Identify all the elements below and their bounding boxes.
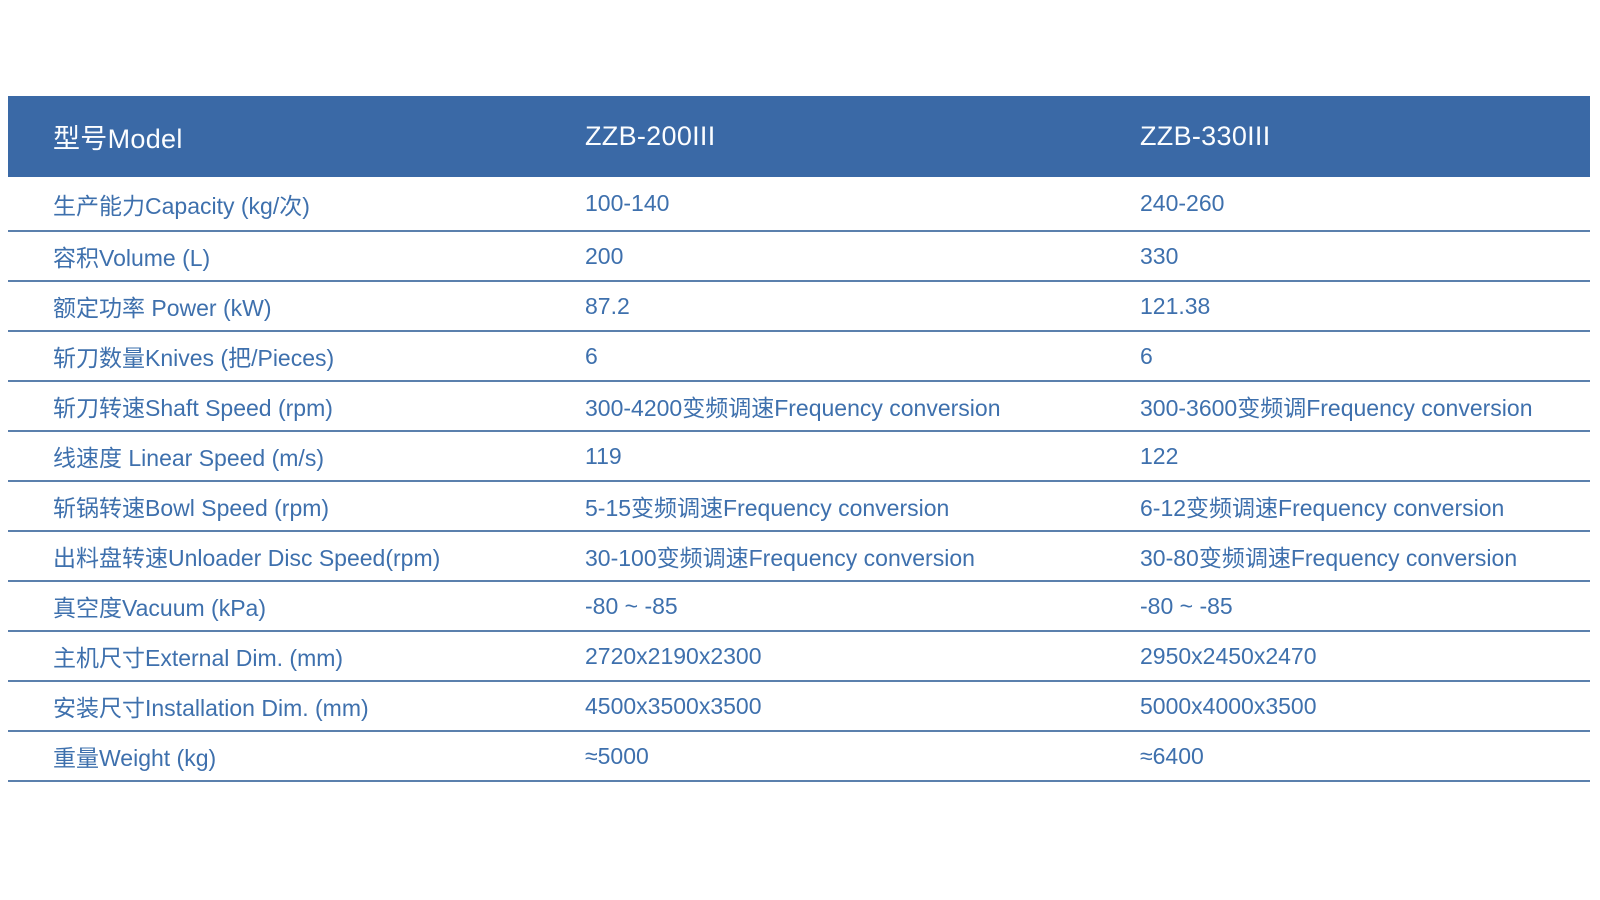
table-row-power: 额定功率 Power (kW) 87.2 121.38: [8, 280, 1590, 330]
row-label: 线速度 Linear Speed (m/s): [53, 445, 324, 471]
table-row-shaft-speed: 斩刀转速Shaft Speed (rpm) 300-4200变频调速Freque…: [8, 380, 1590, 430]
header-model-a: ZZB-200III: [585, 121, 716, 151]
row-label: 容积Volume (L): [53, 245, 211, 271]
row-value-b: 300-3600变频调Frequency conversion: [1140, 395, 1533, 421]
row-label: 斩刀转速Shaft Speed (rpm): [53, 395, 333, 421]
table-header-row: 型号Model ZZB-200III ZZB-330III: [8, 96, 1590, 177]
row-value-a: -80 ~ -85: [585, 592, 678, 619]
row-value-a: 200: [585, 242, 624, 269]
table-row-installation-dim: 安装尺寸Installation Dim. (mm) 4500x3500x350…: [8, 680, 1590, 730]
row-value-b: 330: [1140, 242, 1179, 269]
row-value-a: 5-15变频调速Frequency conversion: [585, 495, 950, 521]
row-value-b: 6: [1140, 342, 1153, 369]
row-value-a: 6: [585, 342, 598, 369]
table-row-volume: 容积Volume (L) 200 330: [8, 230, 1590, 280]
row-value-a: 4500x3500x3500: [585, 692, 762, 719]
row-value-a: 119: [585, 442, 622, 469]
table-row-external-dim: 主机尺寸External Dim. (mm) 2720x2190x2300 29…: [8, 630, 1590, 680]
table-row-knives: 斩刀数量Knives (把/Pieces) 6 6: [8, 330, 1590, 380]
row-value-a: 100-140: [585, 190, 670, 216]
row-label: 生产能力Capacity (kg/次): [53, 192, 310, 219]
table-row-weight: 重量Weight (kg) ≈5000 ≈6400: [8, 730, 1590, 780]
spec-table: 型号Model ZZB-200III ZZB-330III 生产能力Capaci…: [8, 96, 1590, 782]
row-value-a: 30-100变频调速Frequency conversion: [585, 545, 975, 571]
row-label: 出料盘转速Unloader Disc Speed(rpm): [53, 545, 441, 571]
row-value-b: 30-80变频调速Frequency conversion: [1140, 545, 1518, 571]
row-value-a: ≈5000: [585, 742, 649, 769]
row-value-b: 2950x2450x2470: [1140, 642, 1317, 669]
row-value-b: ≈6400: [1140, 742, 1204, 769]
row-label: 斩刀数量Knives (把/Pieces): [53, 345, 335, 371]
row-value-a: 2720x2190x2300: [585, 642, 762, 669]
table-row-unloader-disc-speed: 出料盘转速Unloader Disc Speed(rpm) 30-100变频调速…: [8, 530, 1590, 580]
row-value-a: 87.2: [585, 292, 630, 319]
row-value-a: 300-4200变频调速Frequency conversion: [585, 395, 1001, 421]
row-label: 额定功率 Power (kW): [53, 295, 272, 321]
header-model-b: ZZB-330III: [1140, 121, 1271, 151]
row-value-b: -80 ~ -85: [1140, 592, 1233, 619]
table-row-capacity: 生产能力Capacity (kg/次) 100-140 240-260: [8, 177, 1590, 230]
row-value-b: 5000x4000x3500: [1140, 692, 1317, 719]
row-label: 真空度Vacuum (kPa): [53, 595, 267, 621]
row-value-b: 122: [1140, 442, 1179, 469]
table-row-linear-speed: 线速度 Linear Speed (m/s) 119 122: [8, 430, 1590, 480]
row-value-b: 121.38: [1140, 292, 1211, 319]
row-label: 主机尺寸External Dim. (mm): [53, 645, 344, 671]
row-label: 重量Weight (kg): [53, 745, 217, 771]
header-model-label: 型号Model: [53, 124, 183, 154]
row-value-b: 240-260: [1140, 190, 1225, 216]
row-value-b: 6-12变频调速Frequency conversion: [1140, 495, 1505, 521]
row-label: 安装尺寸Installation Dim. (mm): [53, 695, 369, 721]
table-row-bowl-speed: 斩锅转速Bowl Speed (rpm) 5-15变频调速Frequency c…: [8, 480, 1590, 530]
table-row-vacuum: 真空度Vacuum (kPa) -80 ~ -85 -80 ~ -85: [8, 580, 1590, 630]
row-label: 斩锅转速Bowl Speed (rpm): [53, 495, 330, 521]
